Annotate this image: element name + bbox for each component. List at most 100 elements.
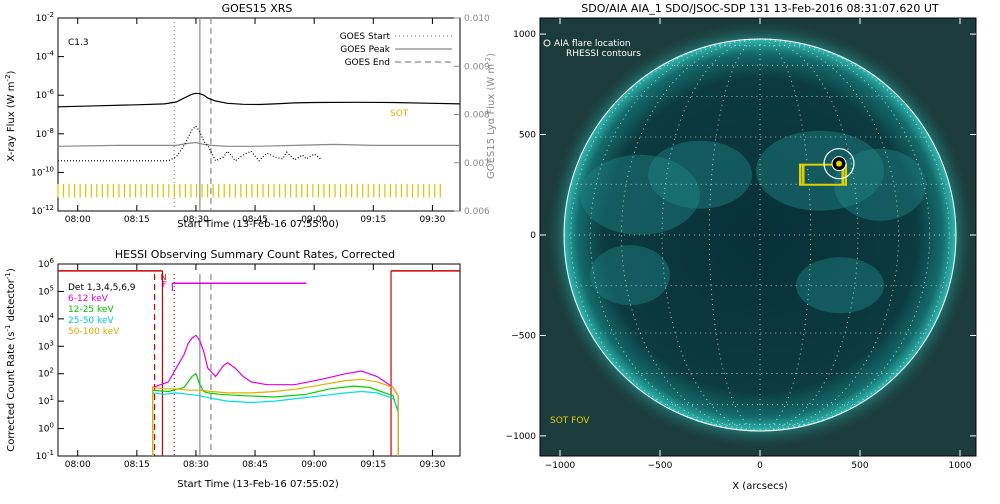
hessi-ylabel: Corrected Count Rate (s-1 detector-1) bbox=[4, 268, 17, 452]
goes-ticks: 08:00 08:15 08:30 08:45 09:00 09:15 09:30 10-2 1… bbox=[31, 11, 490, 225]
flare-core bbox=[836, 160, 842, 167]
hessi-y-tick-label: 100 bbox=[38, 422, 54, 435]
aia-y-tick-label: −1000 bbox=[506, 432, 537, 442]
hessi-legend-6-12: 6-12 keV bbox=[68, 294, 109, 304]
aia-longitude-line bbox=[759, 38, 812, 432]
hessi-x-tick-label: 09:00 bbox=[301, 460, 327, 470]
goes-y-tick-label: 10-8 bbox=[36, 127, 54, 140]
aia-legend-marker bbox=[543, 39, 551, 47]
goes-x-tick-label: 09:00 bbox=[301, 215, 327, 225]
hessi-y-tick-label: 101 bbox=[38, 394, 54, 407]
goes-legend-peak: GOES Peak bbox=[340, 45, 390, 55]
goes-sot-label: SOT bbox=[390, 109, 409, 119]
flare-marker bbox=[823, 148, 855, 180]
aia-longitude-line bbox=[708, 38, 761, 432]
aia-lat-lon-grid bbox=[564, 38, 956, 432]
goes-y-tick-label: 10-10 bbox=[31, 165, 54, 178]
aia-limb-circle bbox=[563, 38, 957, 432]
hessi-title: HESSI Observing Summary Count Rates, Cor… bbox=[115, 248, 395, 261]
goes-x-tick-label: 09:15 bbox=[360, 215, 386, 225]
aia-active-bands bbox=[580, 130, 926, 314]
hessi-flag-f: F bbox=[162, 280, 167, 289]
hessi-x-tick-label: 08:45 bbox=[242, 460, 268, 470]
aia-active-band bbox=[756, 130, 884, 211]
hessi-panel: HESSI Observing Summary Count Rates, Cor… bbox=[4, 248, 461, 490]
hessi-series-50-100-keV bbox=[152, 378, 399, 456]
hessi-y-tick-label: 10-1 bbox=[36, 449, 54, 462]
goes-series-Lyα bbox=[58, 125, 323, 162]
goes-x-tick-label: 08:45 bbox=[242, 215, 268, 225]
aia-fov-label: SOT FOV bbox=[550, 416, 590, 426]
aia-active-band bbox=[590, 245, 670, 306]
hessi-plot-frame bbox=[57, 263, 461, 457]
aia-x-tick-label: 1000 bbox=[949, 461, 972, 471]
goes-y-right-tick-label: 0.010 bbox=[464, 14, 490, 24]
hessi-y-tick-label: 104 bbox=[38, 312, 54, 325]
aia-y-tick-label: 500 bbox=[519, 131, 536, 141]
aia-x-tick-label: −500 bbox=[648, 461, 673, 471]
hessi-x-tick-label: 09:15 bbox=[360, 460, 386, 470]
hessi-series-6-12-keV bbox=[152, 334, 399, 456]
hessi-x-tick-label: 08:15 bbox=[124, 460, 150, 470]
hessi-x-tick-label: 08:00 bbox=[65, 460, 91, 470]
goes-series bbox=[57, 92, 461, 162]
aia-y-tick-label: −500 bbox=[511, 331, 536, 341]
goes-legend-end: GOES End bbox=[345, 58, 390, 68]
hessi-y-tick-label: 102 bbox=[38, 367, 54, 380]
goes-y-right-tick-label: 0.009 bbox=[464, 62, 490, 72]
hessi-vlines bbox=[153, 274, 212, 456]
aia-x-tick-label: −1000 bbox=[545, 461, 576, 471]
goes-legend: GOES Start GOES Peak GOES End bbox=[340, 32, 452, 68]
goes-y-tick-label: 10-2 bbox=[36, 11, 54, 24]
aia-x-tick-label: 0 bbox=[757, 461, 763, 471]
aia-xlabel: X (arcsecs) bbox=[732, 481, 788, 492]
goes-x-tick-label: 08:15 bbox=[124, 215, 150, 225]
goes-sot-ticks bbox=[57, 183, 441, 198]
hessi-y-tick-label: 103 bbox=[38, 339, 54, 352]
goes-title: GOES15 XRS bbox=[222, 2, 293, 15]
goes-y-right-tick-label: 0.007 bbox=[464, 159, 490, 169]
goes-panel: GOES15 XRS 08:00 08:15 08:30 08:45 09:00 09:1… bbox=[4, 2, 497, 230]
hessi-legend-12-25: 12-25 keV bbox=[68, 305, 114, 315]
hessi-x-tick-label: 09:30 bbox=[419, 460, 445, 470]
aia-active-band bbox=[648, 140, 752, 209]
hessi-xlabel: Start Time (13-Feb-16 07:55:02) bbox=[177, 479, 339, 490]
goes-flare-class: C1.3 bbox=[68, 38, 89, 48]
aia-x-tick-label: 500 bbox=[851, 461, 868, 471]
hessi-series bbox=[58, 270, 460, 456]
flare-outer-circle bbox=[823, 148, 855, 180]
goes-y-tick-label: 10-12 bbox=[31, 204, 54, 217]
aia-panel: SDO/AIA AIA_1 SDO/JSOC-SDP 131 13-Feb-20… bbox=[506, 2, 977, 492]
goes-x-tick-label: 09:30 bbox=[419, 215, 445, 225]
aia-legend-rhessi: RHESSI contours bbox=[566, 49, 641, 59]
hessi-series-12-25-keV bbox=[152, 372, 399, 456]
hessi-legend-25-50: 25-50 keV bbox=[68, 316, 114, 326]
aia-y-tick-label: 1000 bbox=[513, 30, 536, 40]
goes-y-tick-label: 10-4 bbox=[36, 50, 55, 63]
aia-active-band bbox=[580, 154, 700, 235]
sot-fov-rect bbox=[799, 163, 847, 186]
hessi-legend: Det 1,3,4,5,6,9 6-12 keV 12-25 keV 25-50… bbox=[68, 283, 136, 337]
goes-y-tick-label: 10-6 bbox=[36, 88, 55, 101]
goes-y-right-tick-label: 0.008 bbox=[464, 111, 490, 121]
hessi-y-tick-label: 105 bbox=[38, 284, 54, 297]
goes-x-tick-label: 08:30 bbox=[183, 215, 209, 225]
hessi-x-tick-label: 08:30 bbox=[183, 460, 209, 470]
hessi-series-25-50-keV bbox=[152, 390, 399, 456]
goes-ylabel-right: GOES15 Lyα Flux (W m-2) bbox=[484, 53, 497, 179]
hessi-y-tick-label: 106 bbox=[38, 257, 54, 270]
goes-ylabel-left: X-ray Flux (W m-2) bbox=[4, 70, 17, 161]
goes-series-short bbox=[57, 141, 460, 147]
goes-x-tick-label: 08:00 bbox=[65, 215, 91, 225]
goes-series-long bbox=[57, 92, 461, 108]
aia-y-tick-label: 0 bbox=[530, 231, 536, 241]
aia-ticks: −1000 −500 0 500 1000 1000 500 0 −500 −1000 bbox=[506, 18, 976, 471]
goes-vlines bbox=[173, 18, 212, 211]
aia-legend-flare: AIA flare location bbox=[554, 39, 631, 49]
aia-active-band bbox=[796, 257, 884, 314]
goes-xlabel: Start Time (13-Feb-16 07:55:00) bbox=[177, 219, 339, 230]
goes-legend-start: GOES Start bbox=[340, 32, 391, 42]
aia-title: SDO/AIA AIA_1 SDO/JSOC-SDP 131 13-Feb-20… bbox=[581, 2, 939, 15]
hessi-legend-50-100: 50-100 keV bbox=[68, 327, 120, 337]
